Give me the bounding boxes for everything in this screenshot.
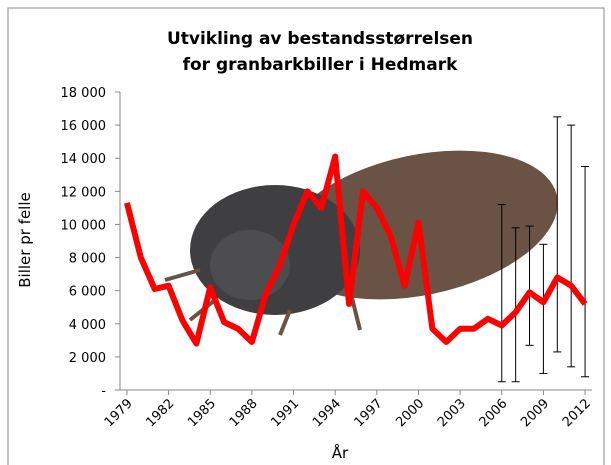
y-tick-label: 2 000 (69, 351, 106, 366)
y-tick-label: 6 000 (69, 285, 106, 300)
y-tick-label: 8 000 (69, 252, 106, 267)
data-line (124, 153, 588, 347)
y-tick-label: 12 000 (61, 185, 107, 200)
chart-title: for granbarkbiller i Hedmark (183, 55, 459, 75)
chart-title: Utvikling av bestandsstørrelsen (167, 29, 473, 49)
x-axis-label: År (332, 443, 349, 462)
y-tick-label: 18 000 (61, 86, 107, 101)
y-tick-label: 4 000 (69, 318, 106, 333)
y-tick-label: 10 000 (61, 218, 107, 233)
y-axis-label: Biller pr felle (16, 192, 34, 288)
y-tick-label: 14 000 (61, 152, 107, 167)
y-tick-label: 16 000 (61, 119, 107, 134)
y-tick-label: - (101, 384, 106, 399)
